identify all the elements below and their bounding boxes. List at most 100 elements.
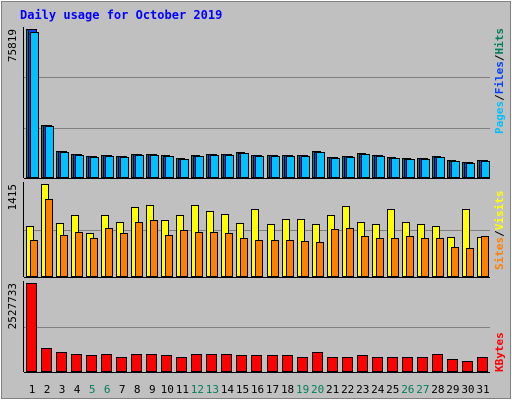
x-tick-day-9: 9	[149, 383, 156, 396]
bar-kbytes-day-24	[372, 357, 383, 372]
bar-kbytes-day-15	[236, 355, 247, 372]
bar-kbytes-day-2	[41, 348, 52, 372]
x-tick-day-2: 2	[44, 383, 51, 396]
bar-sites-day-10	[165, 235, 173, 277]
bar-sites-day-20	[316, 242, 324, 277]
bar-sites-day-21	[331, 229, 339, 277]
x-tick-day-8: 8	[134, 383, 141, 396]
bar-sites-day-1	[30, 240, 38, 277]
bar-kbytes-day-9	[146, 354, 157, 372]
bar-kbytes-day-31	[477, 357, 488, 372]
legend-item-hits: Hits	[493, 28, 506, 55]
x-tick-day-18: 18	[281, 383, 294, 396]
panel-kbytes: 2527733 KBytes	[6, 281, 506, 373]
bar-pages-day-5	[90, 157, 99, 178]
bar-pages-day-28	[436, 157, 445, 178]
bar-sites-day-4	[75, 232, 83, 277]
bar-kbytes-day-13	[206, 354, 217, 372]
bar-kbytes-day-17	[267, 355, 278, 372]
x-tick-day-22: 22	[341, 383, 354, 396]
bar-sites-day-3	[60, 235, 68, 277]
x-tick-day-17: 17	[266, 383, 279, 396]
legend-item-visits: Visits	[493, 191, 506, 231]
bar-sites-day-25	[391, 238, 399, 277]
x-tick-day-16: 16	[251, 383, 264, 396]
bar-kbytes-day-25	[387, 357, 398, 372]
legend-hits-files-pages: Pages/Files/Hits	[493, 28, 506, 134]
chart-title: Daily usage for October 2019	[20, 8, 222, 22]
bar-kbytes-day-22	[342, 357, 353, 372]
bar-kbytes-day-16	[251, 355, 262, 372]
bar-pages-day-27	[421, 159, 430, 178]
legend-item-pages: Pages	[493, 101, 506, 134]
bar-pages-day-10	[165, 156, 174, 178]
bar-kbytes-day-8	[131, 354, 142, 372]
bar-pages-day-1	[30, 32, 39, 178]
bar-kbytes-day-18	[282, 355, 293, 372]
bar-kbytes-day-29	[447, 359, 458, 372]
bar-kbytes-day-4	[71, 354, 82, 372]
bar-sites-day-29	[451, 247, 459, 277]
scale-label: 1415	[6, 184, 19, 211]
bar-kbytes-day-11	[176, 357, 187, 372]
x-tick-day-21: 21	[326, 383, 339, 396]
x-tick-day-20: 20	[311, 383, 324, 396]
bar-kbytes-day-12	[191, 354, 202, 372]
bar-pages-day-20	[316, 152, 325, 178]
bar-kbytes-day-14	[221, 354, 232, 372]
legend-item-kbytes: KBytes	[493, 332, 506, 372]
bar-kbytes-day-3	[56, 352, 67, 372]
bar-kbytes-day-30	[462, 361, 473, 372]
legend-item-sites: Sites	[493, 237, 506, 270]
panels-group: 75819 Pages/Files/Hits 1415 Sites/Visits 252…	[6, 27, 506, 373]
bar-pages-day-12	[195, 156, 204, 178]
bar-pages-day-8	[135, 155, 144, 178]
legend-visits-sites: Sites/Visits	[493, 191, 506, 271]
x-tick-day-4: 4	[74, 383, 81, 396]
bar-pages-day-13	[210, 155, 219, 178]
bar-pages-day-18	[286, 156, 295, 178]
x-tick-day-7: 7	[119, 383, 126, 396]
x-tick-day-13: 13	[206, 383, 219, 396]
bar-kbytes-day-20	[312, 352, 323, 372]
bar-pages-day-19	[301, 156, 310, 178]
bar-sites-day-30	[466, 248, 474, 277]
x-tick-day-26: 26	[401, 383, 414, 396]
bar-sites-day-18	[286, 240, 294, 277]
bar-sites-day-9	[150, 220, 158, 277]
bar-sites-day-22	[346, 228, 354, 277]
legend-item-files: Files	[493, 61, 506, 94]
bar-sites-day-24	[376, 238, 384, 277]
bar-kbytes-day-19	[297, 357, 308, 372]
bar-pages-day-6	[105, 156, 114, 178]
x-tick-day-3: 3	[59, 383, 66, 396]
x-tick-day-24: 24	[371, 383, 385, 396]
bar-kbytes-day-6	[101, 354, 112, 372]
bar-pages-day-4	[75, 155, 84, 178]
bar-pages-day-17	[271, 156, 280, 178]
bar-sites-day-26	[406, 236, 414, 277]
bar-pages-day-31	[481, 161, 490, 178]
scale-label: 75819	[6, 29, 19, 62]
bar-pages-day-29	[451, 161, 460, 178]
x-tick-day-28: 28	[431, 383, 444, 396]
x-axis-labels: 1 2 3 4 5 6 7 8 9 10 11 12 13 14 15 16 17 18 19 20 21 22 23 24 2…	[29, 383, 490, 396]
bar-pages-day-3	[60, 152, 69, 178]
bar-kbytes-day-10	[161, 355, 172, 372]
x-tick-day-10: 10	[161, 383, 174, 396]
bar-pages-day-21	[331, 158, 340, 178]
x-tick-day-30: 30	[461, 383, 474, 396]
x-tick-day-31: 31	[476, 383, 489, 396]
bar-kbytes-day-7	[116, 357, 127, 372]
bar-pages-day-24	[376, 156, 385, 178]
legend-kbytes: KBytes	[493, 332, 506, 372]
x-tick-day-14: 14	[221, 383, 235, 396]
bar-sites-day-23	[361, 236, 369, 277]
bar-kbytes-day-28	[432, 354, 443, 372]
bar-sites-day-28	[436, 238, 444, 277]
x-tick-day-6: 6	[104, 383, 111, 396]
x-tick-day-1: 1	[29, 383, 36, 396]
